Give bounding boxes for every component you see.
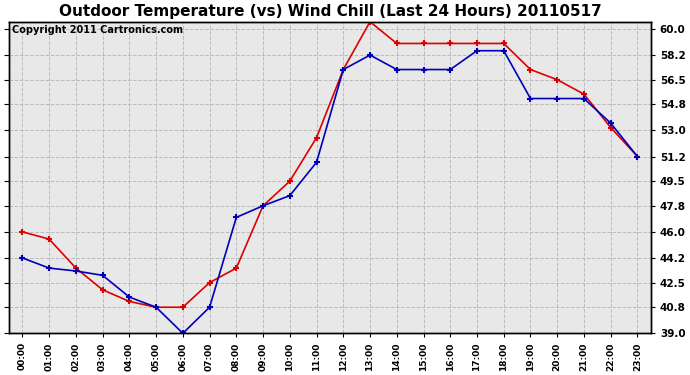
Title: Outdoor Temperature (vs) Wind Chill (Last 24 Hours) 20110517: Outdoor Temperature (vs) Wind Chill (Las… [59,4,601,19]
Text: Copyright 2011 Cartronics.com: Copyright 2011 Cartronics.com [12,25,184,35]
